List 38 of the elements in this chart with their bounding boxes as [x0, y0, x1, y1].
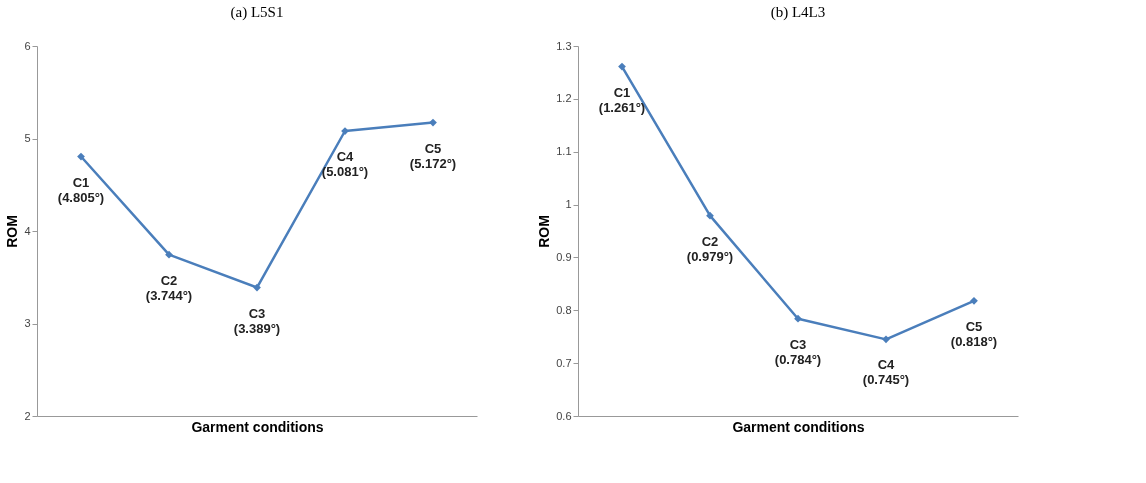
- data-label: C3 (3.389°): [233, 305, 281, 336]
- point: [794, 314, 802, 323]
- y-tick-label: 1.3: [556, 39, 572, 52]
- data-label: C2 (0.979°): [686, 233, 734, 264]
- x-axis-title: Garment conditions: [191, 418, 324, 435]
- point: [882, 335, 890, 344]
- chart-title: (a) L5S1: [230, 4, 284, 21]
- chart-title: (b) L4L3: [770, 4, 826, 21]
- y-tick-label: 4: [24, 224, 31, 237]
- y-axis-title: ROM: [536, 215, 553, 248]
- data-label: C3 (0.784°): [774, 336, 822, 367]
- data-label: C4 (5.081°): [321, 149, 369, 180]
- point: [970, 296, 978, 305]
- y-tick-label: 2: [24, 409, 31, 422]
- y-tick-label: 0.8: [556, 303, 572, 316]
- y-tick-label: 1: [565, 198, 572, 211]
- y-tick-label: 1.2: [556, 92, 572, 105]
- x-axis-title: Garment conditions: [732, 418, 865, 435]
- point: [253, 283, 261, 292]
- y-tick-label: 3: [24, 317, 31, 329]
- point: [618, 62, 626, 71]
- y-tick-label: 0.6: [556, 409, 572, 422]
- y-axis-title: ROM: [4, 215, 21, 248]
- y-tick-label: 5: [24, 132, 31, 144]
- data-label: C1 (4.805°): [57, 174, 105, 205]
- data-label: C5 (0.818°): [950, 318, 998, 349]
- data-label: C4 (0.745°): [862, 357, 910, 388]
- data-label: C2 (3.744°): [145, 272, 193, 303]
- point: [429, 118, 437, 127]
- data-label: C1 (1.261°): [598, 84, 646, 115]
- point: [77, 152, 85, 161]
- y-tick-label: 1.1: [556, 145, 572, 158]
- data-label: C5 (5.172°): [409, 140, 457, 171]
- y-tick-label: 6: [24, 39, 31, 52]
- point: [706, 211, 714, 220]
- y-tick-label: 0.9: [556, 250, 572, 263]
- y-tick-label: 0.7: [556, 356, 572, 369]
- point: [165, 250, 173, 259]
